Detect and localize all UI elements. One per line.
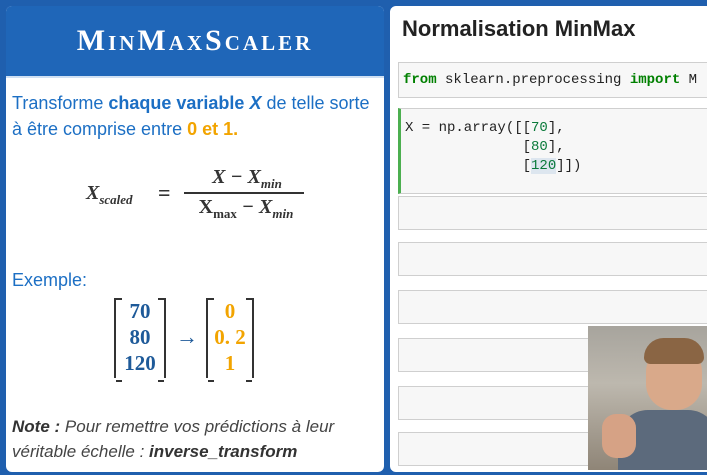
input-value: 80 — [129, 325, 151, 349]
formula-equals: = — [158, 180, 171, 205]
input-value: 120 — [124, 351, 156, 375]
notebook-title: Normalisation MinMax — [402, 16, 636, 41]
empty-code-cell[interactable] — [398, 290, 707, 324]
note-text: Pour remettre vos prédictions à leur vér… — [12, 417, 335, 461]
output-matrix: 0 0. 2 1 — [206, 298, 254, 382]
fraction-bar — [184, 192, 304, 194]
slide-intro: Transforme chaque variable X de telle so… — [12, 90, 378, 142]
output-value: 0 — [224, 299, 236, 323]
output-value: 1 — [224, 351, 236, 375]
code-cell-array[interactable]: X = np.array([[70], [80], [120]]) — [398, 108, 707, 194]
intro-bold-1: chaque variable — [108, 93, 250, 113]
slide-title: MinMaxScaler — [76, 24, 314, 57]
formula-numerator: X − Xmin — [212, 166, 282, 191]
output-value: 0. 2 — [214, 325, 246, 349]
slide-panel: MinMaxScaler Transforme chaque variable … — [4, 4, 386, 474]
note-label: Note : — [12, 417, 61, 436]
intro-text-1: Transforme — [12, 93, 109, 113]
webcam-overlay — [588, 326, 707, 470]
intro-variable: X — [249, 93, 262, 113]
input-matrix: 70 80 120 — [114, 298, 166, 382]
presenter-hand — [602, 414, 636, 458]
arrow-right-icon: → — [176, 324, 198, 349]
example-matrices: 70 80 120 → 0 0. 2 1 — [114, 298, 284, 382]
example-label: Exemple: — [12, 270, 88, 290]
slide-banner: MinMaxScaler — [6, 6, 384, 78]
formula-denominator: Xmax − Xmin — [198, 196, 294, 221]
formula-lhs-sub: scaled — [99, 192, 133, 207]
note-function: inverse_transform — [149, 442, 298, 461]
minmax-formula: Xscaled = X − Xmin Xmax − Xmin — [86, 166, 316, 222]
slide-note: Note : Pour remettre vos prédictions à l… — [12, 414, 382, 464]
intro-text-2: de telle sorte à être comprise entre — [12, 93, 370, 139]
empty-code-cell[interactable] — [398, 196, 707, 230]
presenter-hair — [644, 338, 704, 364]
formula-lhs: X — [86, 182, 100, 204]
intro-range: 0 et 1. — [187, 119, 239, 139]
empty-code-cell[interactable] — [398, 242, 707, 276]
input-value: 70 — [129, 299, 151, 323]
code-cell-import[interactable]: from sklearn.preprocessing import M — [398, 62, 707, 98]
